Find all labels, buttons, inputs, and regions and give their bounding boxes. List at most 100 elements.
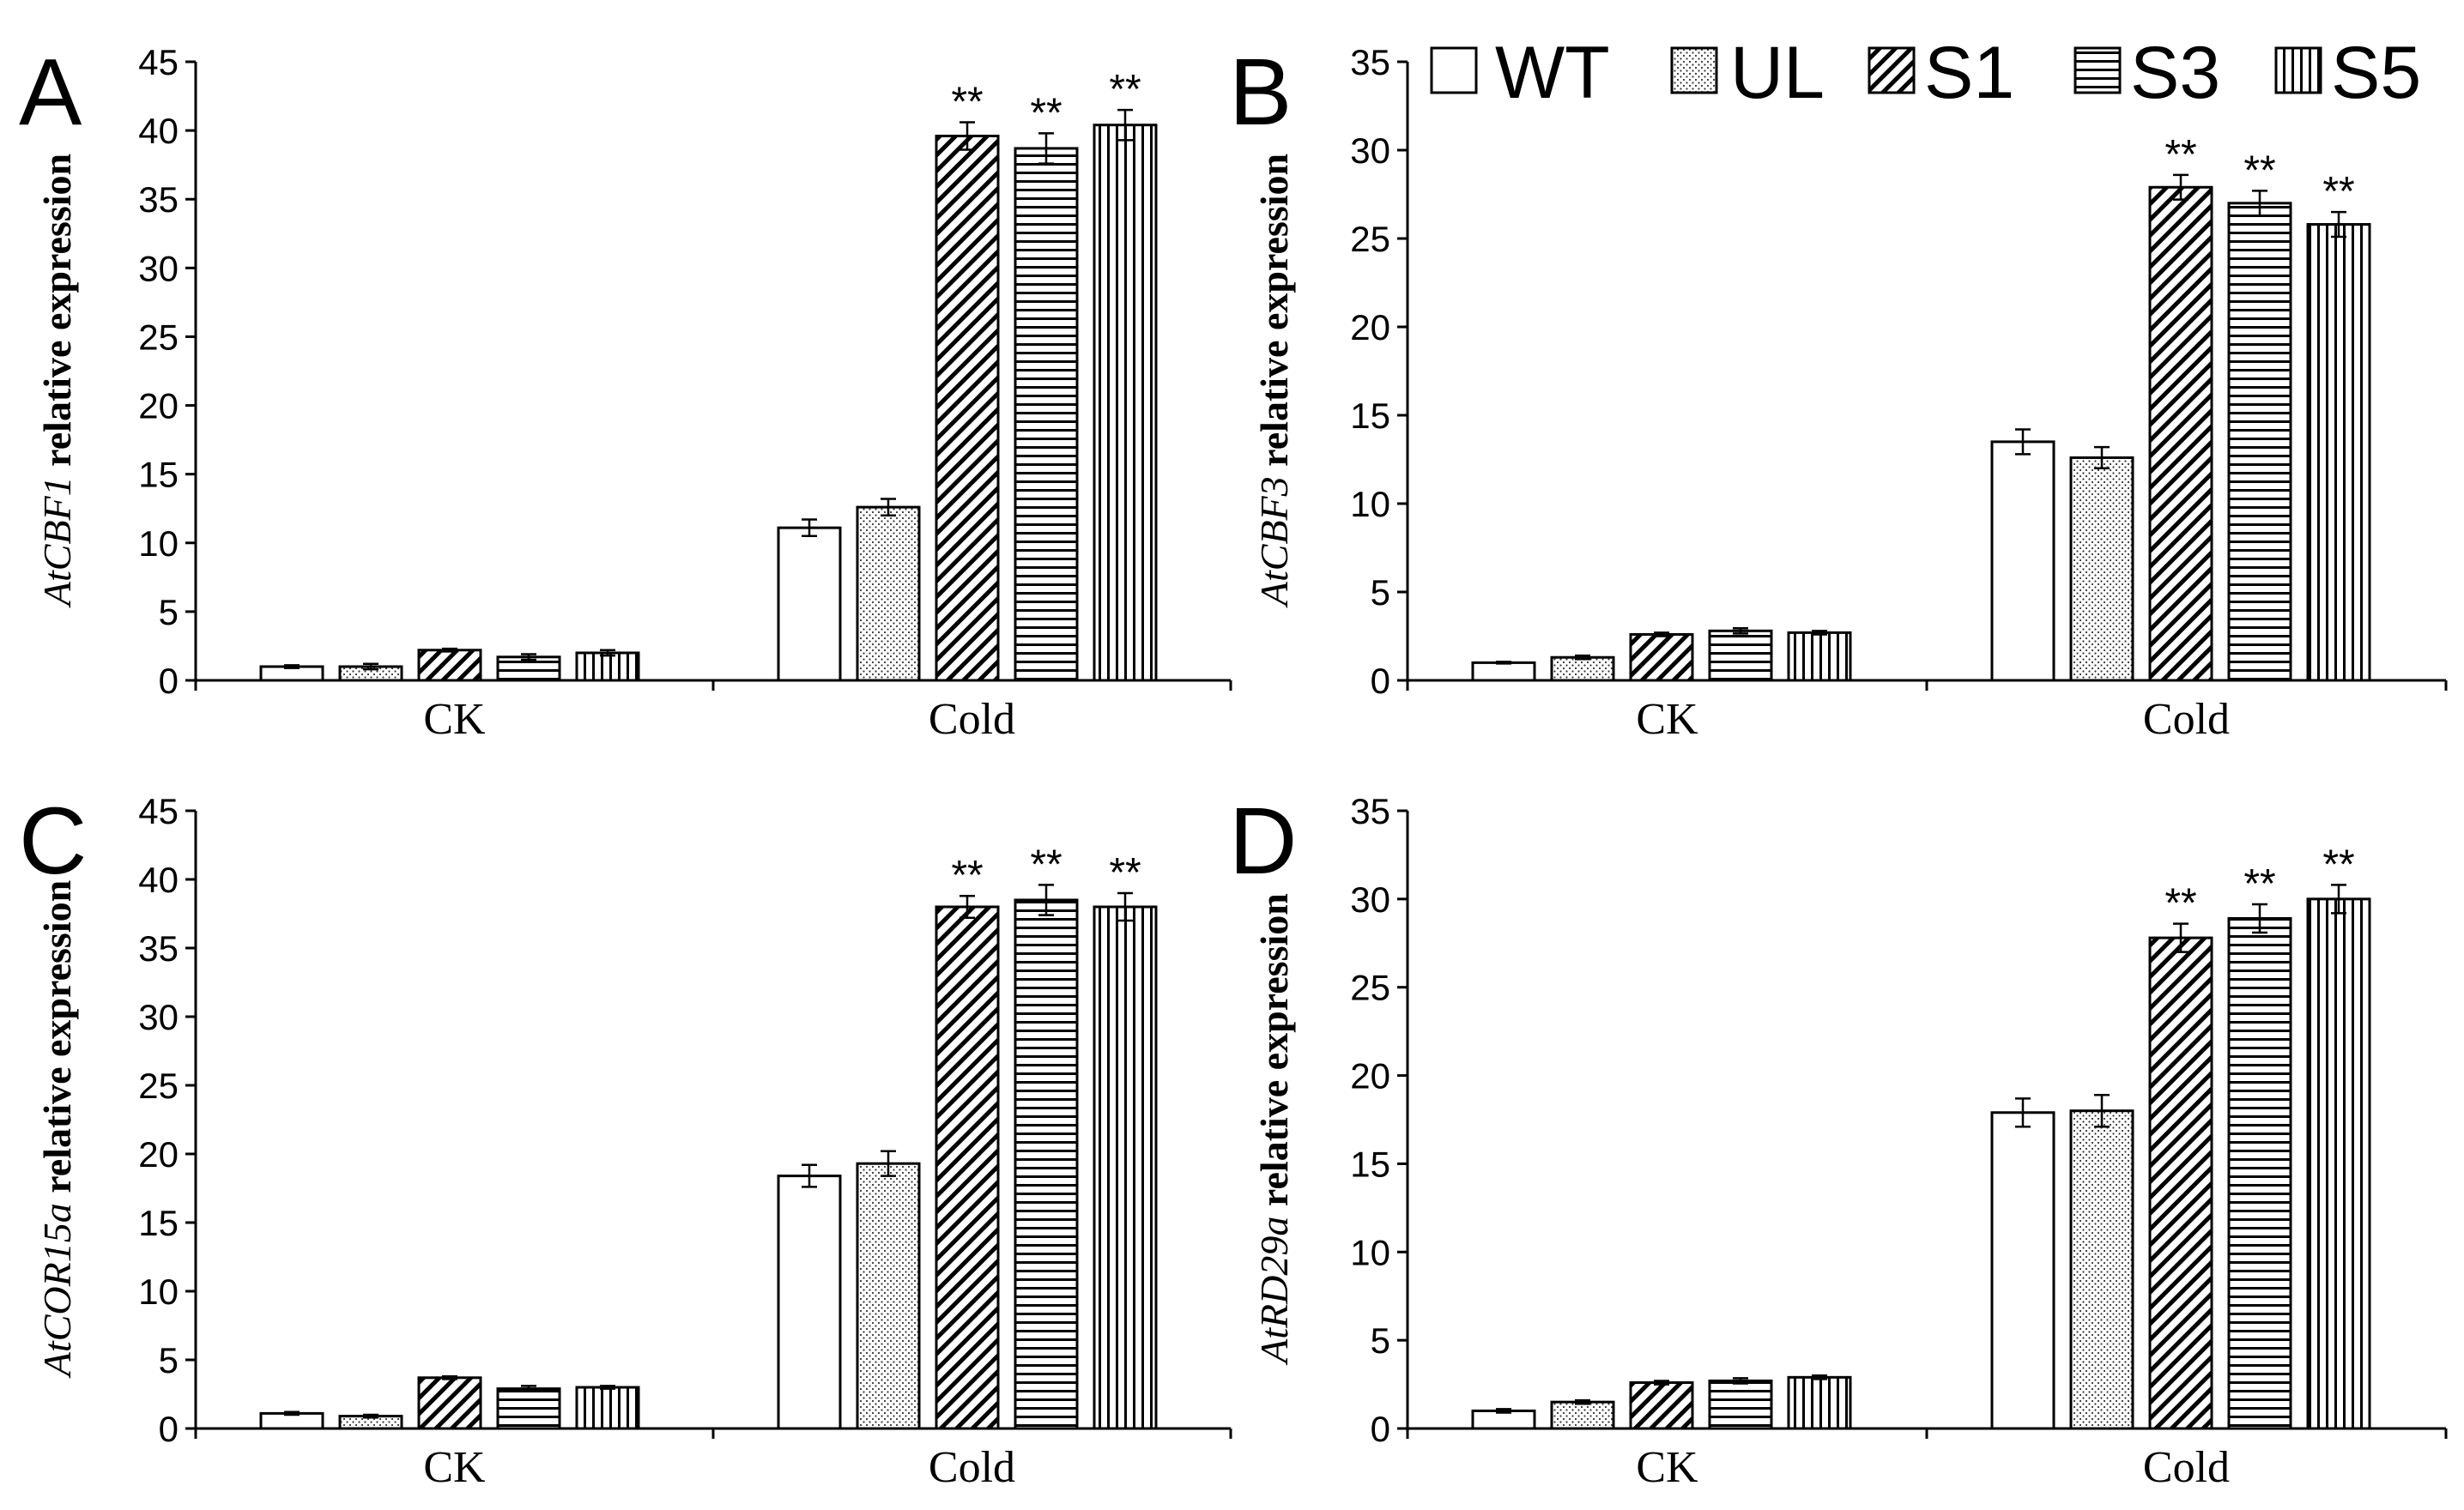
significance-label: ** bbox=[1109, 67, 1141, 112]
error-bar bbox=[600, 649, 615, 657]
error-bar bbox=[1496, 1408, 1511, 1414]
bar-ul-cold bbox=[856, 505, 921, 682]
y-axis-title: AtCBF1 relative expression bbox=[35, 154, 79, 608]
legend: WT UL S1 S3 S5 bbox=[1430, 32, 2421, 114]
y-tick-label: 0 bbox=[159, 1409, 179, 1449]
bar-s1-ck bbox=[417, 649, 482, 682]
legend-label-s5: S5 bbox=[2331, 32, 2421, 114]
error-bar bbox=[1038, 884, 1054, 916]
significance-label: ** bbox=[951, 853, 983, 898]
bar-s5-ck bbox=[1787, 1375, 1852, 1430]
bar-wt-ck bbox=[1471, 661, 1536, 682]
error-bar bbox=[2331, 884, 2346, 915]
y-axis-title-text: relative expression bbox=[35, 154, 79, 476]
y-tick-label: 10 bbox=[138, 1271, 179, 1312]
y-tick-label: 0 bbox=[1371, 661, 1390, 701]
panel-letter: B bbox=[1229, 39, 1292, 145]
y-tick-label: 20 bbox=[1350, 1056, 1390, 1096]
error-bar bbox=[2015, 1097, 2031, 1128]
error-bar bbox=[1117, 891, 1133, 922]
bar-s1-cold bbox=[2148, 185, 2213, 682]
error-bar bbox=[521, 1385, 536, 1393]
significance-label: ** bbox=[2164, 881, 2196, 927]
legend-item-wt: WT bbox=[1430, 32, 1610, 114]
y-axis-title-text: relative expression bbox=[1252, 893, 1296, 1216]
bar-s3-ck bbox=[496, 655, 561, 682]
bar-ul-ck bbox=[1550, 655, 1615, 682]
y-tick-label: 20 bbox=[1350, 307, 1390, 347]
significance-label: ** bbox=[2243, 861, 2275, 907]
x-tick-label: Cold bbox=[2143, 695, 2230, 744]
error-bar bbox=[1575, 654, 1590, 661]
y-axis-title-gene: AtCBF1 bbox=[35, 476, 79, 608]
y-tick-label: 30 bbox=[1350, 879, 1390, 920]
y-axis-title-text: relative expression bbox=[35, 880, 79, 1203]
x-tick-label: CK bbox=[1636, 695, 1698, 744]
legend-label-ul: UL bbox=[1730, 32, 1825, 114]
bar-s5-cold bbox=[2306, 223, 2371, 682]
error-bar bbox=[1733, 626, 1748, 635]
y-tick-label: 15 bbox=[138, 455, 179, 495]
y-tick-label: 0 bbox=[159, 661, 179, 701]
legend-swatch-s1 bbox=[1868, 46, 1916, 94]
bar-ul-ck bbox=[1550, 1400, 1615, 1430]
error-bar bbox=[881, 1150, 896, 1177]
y-tick-label: 30 bbox=[138, 997, 179, 1037]
error-bar bbox=[2094, 445, 2110, 470]
y-tick-label: 45 bbox=[138, 791, 179, 831]
error-bar bbox=[1654, 631, 1669, 637]
significance-label: ** bbox=[2322, 169, 2354, 214]
bar-wt-cold bbox=[1990, 1111, 2055, 1430]
y-tick-label: 20 bbox=[138, 1134, 179, 1175]
y-tick-label: 5 bbox=[159, 592, 179, 632]
y-tick-label: 20 bbox=[138, 386, 179, 426]
bar-s3-cold bbox=[1014, 147, 1079, 682]
x-tick-label: Cold bbox=[929, 695, 1015, 744]
bar-s3-ck bbox=[1708, 629, 1773, 682]
error-bar bbox=[1117, 108, 1133, 142]
error-bar bbox=[802, 1163, 817, 1188]
bar-s1-ck bbox=[1629, 632, 1694, 682]
bar-s1-cold bbox=[935, 905, 1000, 1430]
error-bar bbox=[960, 894, 975, 920]
bar-s3-cold bbox=[1014, 898, 1079, 1430]
y-axis-title-text: relative expression bbox=[1252, 154, 1296, 476]
y-tick-label: 5 bbox=[159, 1340, 179, 1380]
error-bar bbox=[1575, 1398, 1590, 1405]
y-tick-label: 0 bbox=[1371, 1409, 1390, 1449]
legend-label-s3: S3 bbox=[2130, 32, 2220, 114]
y-tick-label: 25 bbox=[1350, 968, 1390, 1008]
y-tick-label: 35 bbox=[1350, 42, 1390, 82]
bar-s1-cold bbox=[935, 135, 1000, 682]
error-bar bbox=[2173, 922, 2189, 953]
bar-ul-cold bbox=[2069, 456, 2134, 682]
y-tick-label: 25 bbox=[138, 317, 179, 357]
bar-s3-cold bbox=[2227, 202, 2292, 682]
y-tick-label: 15 bbox=[138, 1203, 179, 1243]
bar-s5-cold bbox=[2306, 897, 2371, 1430]
legend-item-s5: S5 bbox=[2274, 32, 2421, 114]
significance-label: ** bbox=[1109, 850, 1141, 896]
y-tick-label: 5 bbox=[1371, 572, 1390, 613]
y-tick-label: 40 bbox=[138, 111, 179, 151]
bar-s1-ck bbox=[1629, 1381, 1694, 1430]
y-axis-title: AtCOR15a relative expression bbox=[35, 880, 79, 1379]
error-bar bbox=[363, 1413, 378, 1419]
bar-s5-ck bbox=[1787, 631, 1852, 682]
panel-letter: D bbox=[1229, 788, 1297, 894]
error-bar bbox=[2173, 173, 2189, 201]
error-bar bbox=[2252, 903, 2267, 934]
bar-wt-cold bbox=[1990, 440, 2055, 682]
x-tick-label: CK bbox=[423, 695, 486, 744]
y-tick-label: 35 bbox=[138, 179, 179, 220]
y-tick-label: 35 bbox=[138, 928, 179, 969]
bar-wt-cold bbox=[777, 526, 842, 682]
error-bar bbox=[2331, 210, 2346, 239]
error-bar bbox=[284, 664, 300, 669]
y-tick-label: 10 bbox=[1350, 484, 1390, 524]
error-bar bbox=[521, 653, 536, 661]
bar-s5-ck bbox=[575, 651, 640, 682]
y-tick-label: 40 bbox=[138, 860, 179, 900]
error-bar bbox=[1654, 1380, 1669, 1386]
